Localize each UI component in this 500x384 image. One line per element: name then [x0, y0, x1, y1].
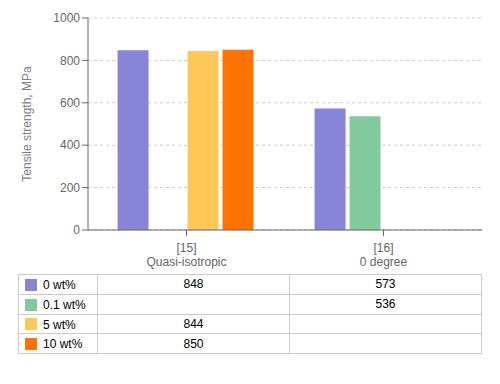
svg-text:200: 200: [60, 181, 80, 195]
svg-text:800: 800: [60, 54, 80, 68]
svg-text:1000: 1000: [53, 11, 80, 25]
html-text:0 wt%: 0 wt%: [43, 277, 76, 292]
html-text:844: 844: [183, 317, 204, 332]
html-text:848: 848: [183, 277, 204, 292]
svg-text:400: 400: [60, 138, 80, 152]
svg-text:0: 0: [73, 223, 80, 237]
html-text:5 wt%: 5 wt%: [43, 317, 76, 332]
svg-text:600: 600: [60, 96, 80, 110]
html-text:850: 850: [183, 336, 204, 351]
html-text:10 wt%: 10 wt%: [43, 337, 83, 352]
html-text:536: 536: [375, 297, 396, 312]
svg-text:[16]0 degree: [16]0 degree: [360, 241, 408, 269]
html-text:0.1 wt%: 0.1 wt%: [43, 297, 86, 312]
svg-text:[15]Quasi-isotropic: [15]Quasi-isotropic: [146, 241, 226, 269]
html-text:573: 573: [375, 277, 396, 292]
svg-text:Tensile strength, MPa: Tensile strength, MPa: [20, 66, 34, 182]
